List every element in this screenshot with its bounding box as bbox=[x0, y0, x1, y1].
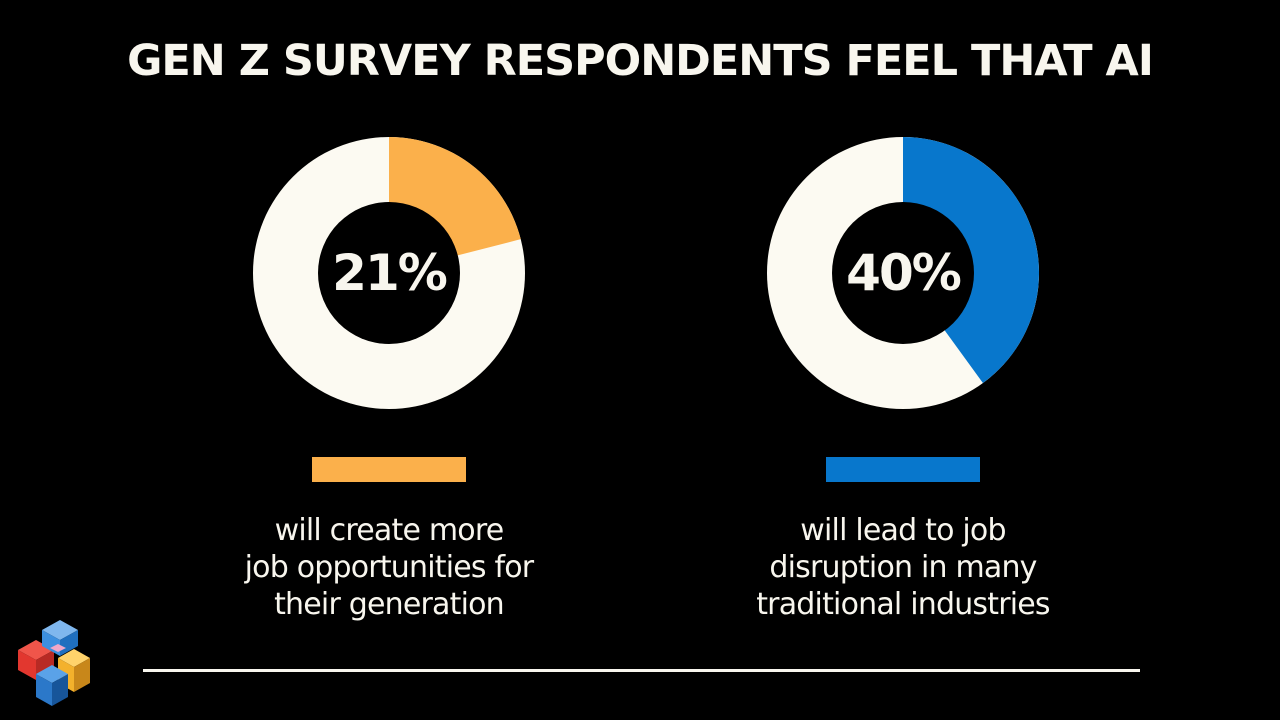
caption-1: will create more job opportunities for t… bbox=[179, 512, 599, 623]
legend-swatch-orange bbox=[312, 457, 466, 482]
caption-line: will lead to job bbox=[800, 513, 1006, 548]
caption-line: their generation bbox=[274, 587, 505, 622]
donut-chart-2: 40% bbox=[767, 137, 1039, 409]
page-title: GEN Z SURVEY RESPONDENTS FEEL THAT AI bbox=[127, 36, 1154, 86]
caption-line: will create more bbox=[274, 513, 505, 548]
donut-chart-svg-1: 21% bbox=[253, 137, 525, 409]
stacked-cubes-logo-icon bbox=[12, 618, 96, 708]
caption-line: disruption in many bbox=[769, 550, 1037, 585]
donut-hole bbox=[832, 202, 974, 344]
legend-swatch-blue bbox=[826, 457, 980, 482]
donut-chart-1: 21% bbox=[253, 137, 525, 409]
caption-line: job opportunities for bbox=[244, 550, 535, 585]
divider-line bbox=[143, 669, 1140, 672]
donut-center-label: 21% bbox=[332, 244, 447, 302]
donut-hole bbox=[318, 202, 460, 344]
donut-center-label: 40% bbox=[846, 244, 961, 302]
caption-2: will lead to job disruption in many trad… bbox=[693, 512, 1113, 623]
caption-line: traditional industries bbox=[756, 587, 1050, 622]
donut-chart-svg-2: 40% bbox=[767, 137, 1039, 409]
